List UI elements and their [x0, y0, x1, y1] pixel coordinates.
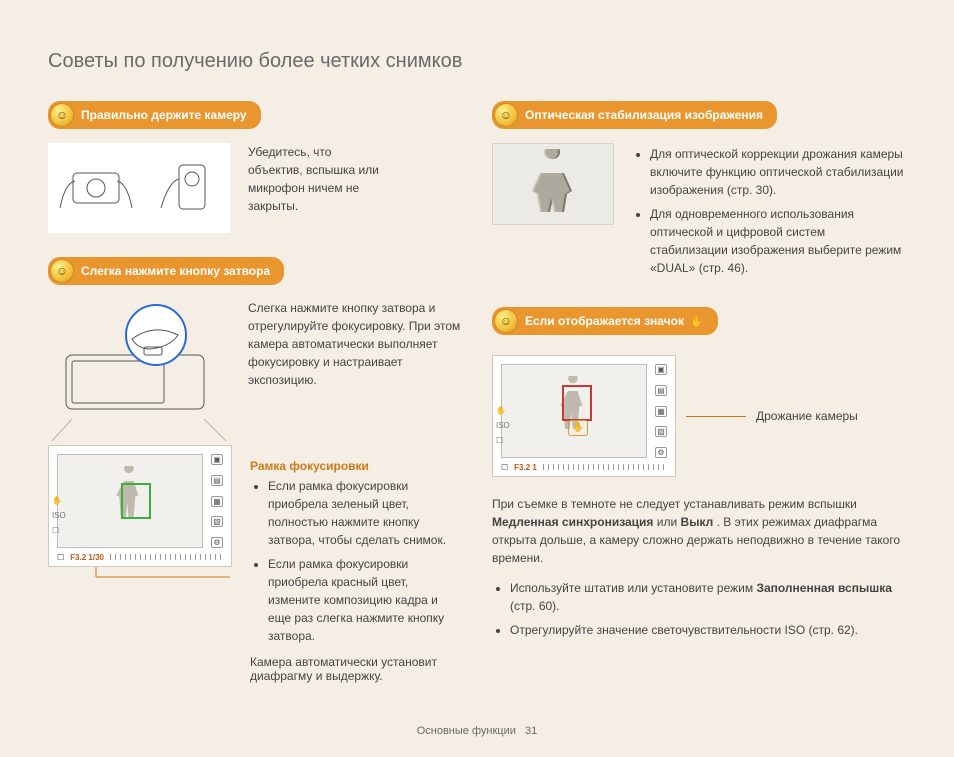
left-column: ☺ Правильно держите камеру	[48, 101, 462, 707]
side-icon: ▧	[211, 516, 223, 527]
focus-frame-red	[562, 385, 592, 421]
dark-bullets: Используйте штатив или установите режим …	[492, 579, 906, 639]
illustration-half-press	[48, 299, 230, 419]
blurred-person-icon	[518, 149, 588, 219]
side-icon: ⚙	[655, 447, 666, 458]
shake-screen-row: ✋ ▣ ▤ ▦ ▧ ⚙ ✋ ISO ☐	[492, 355, 906, 477]
pill-ois-label: Оптическая стабилизация изображения	[525, 108, 763, 122]
ois-bullet-1: Для оптической коррекции дрожания камеры…	[650, 145, 906, 199]
left-icon: ISO	[52, 511, 66, 520]
auto-aperture-note: Камера автоматически установит диафрагму…	[250, 655, 462, 683]
bottom-bar: ☐ F3.2 1/30	[57, 551, 223, 563]
page-title: Советы по получению более четких снимков	[48, 50, 906, 73]
half-press-text: Слегка нажмите кнопку затвора и отрегули…	[248, 299, 462, 389]
left-icon: ✋	[496, 406, 510, 415]
ois-bullet-2: Для одновременного использования оптичес…	[650, 205, 906, 277]
shake-indicator-icon: ✋	[568, 420, 588, 436]
pill-hold-label: Правильно держите камеру	[81, 108, 247, 122]
ois-row: Для оптической коррекции дрожания камеры…	[492, 143, 906, 283]
side-icon: ▣	[655, 364, 667, 375]
left-icons: ✋ ISO ☐	[496, 406, 510, 445]
left-icon: ☐	[52, 526, 66, 535]
side-icon: ▧	[655, 426, 667, 437]
hand-shake-icon: ✋	[690, 315, 704, 328]
screen-mock-shake: ✋ ▣ ▤ ▦ ▧ ⚙ ✋ ISO ☐	[492, 355, 676, 477]
side-icon: ▦	[655, 406, 667, 417]
two-column-layout: ☺ Правильно держите камеру	[48, 101, 906, 707]
para-pre: При съемке в темноте не следует устанавл…	[492, 497, 857, 511]
pill-hold-camera: ☺ Правильно держите камеру	[48, 101, 261, 129]
bullet-red: Если рамка фокусировки приобрела красный…	[268, 555, 462, 645]
smile-icon: ☺	[51, 104, 73, 126]
illustration-ois	[492, 143, 614, 225]
side-icons: ▣ ▤ ▦ ▧ ⚙	[207, 454, 227, 548]
pill-half-press-label: Слегка нажмите кнопку затвора	[81, 264, 270, 278]
bullet-green: Если рамка фокусировки приобрела зеленый…	[268, 477, 462, 549]
left-icon: ISO	[496, 421, 510, 430]
smile-icon: ☺	[51, 260, 73, 282]
hold-text: Убедитесь, что объектив, вспышка или мик…	[248, 143, 388, 215]
pill-if-shown-label: Если отображается значок	[525, 314, 684, 328]
screen-inner	[57, 454, 203, 548]
section-hold-camera: ☺ Правильно держите камеру	[48, 101, 462, 233]
b1-post: (стр. 60).	[510, 599, 560, 613]
illustration-hold-camera	[48, 143, 230, 233]
side-icon: ▤	[655, 385, 667, 396]
sketch-half-press-icon	[48, 299, 230, 419]
side-icons: ▣ ▤ ▦ ▧ ⚙	[651, 364, 671, 458]
bold-off: Выкл	[681, 515, 714, 529]
footer-page-number: 31	[525, 725, 537, 737]
para-mid: или	[657, 515, 681, 529]
focus-frame-bullets: Если рамка фокусировки приобрела зеленый…	[250, 477, 462, 645]
page-footer: Основные функции 31	[48, 725, 906, 737]
side-icon: ▤	[211, 475, 223, 486]
side-icon: ▣	[211, 454, 223, 465]
focus-frame-box	[121, 483, 151, 519]
bottom-bar: ☐ F3.2 1	[501, 461, 667, 473]
side-icon: ⚙	[211, 537, 222, 548]
bullet-iso: Отрегулируйте значение светочувствительн…	[510, 621, 906, 639]
exposure-ticks	[110, 554, 223, 560]
exposure-ticks	[543, 464, 667, 470]
pill-if-shown: ☺ Если отображается значок ✋	[492, 307, 718, 335]
right-column: ☺ Оптическая стабилизация изображения Дл…	[492, 101, 906, 707]
ois-bullets: Для оптической коррекции дрожания камеры…	[632, 145, 906, 283]
smile-icon: ☺	[495, 104, 517, 126]
half-press-row: Слегка нажмите кнопку затвора и отрегули…	[48, 299, 462, 419]
callout-leader-line	[686, 416, 746, 417]
section-ois: ☺ Оптическая стабилизация изображения Дл…	[492, 101, 906, 283]
side-icon: ▦	[211, 496, 223, 507]
focus-frame-row: ▣ ▤ ▦ ▧ ⚙ ✋ ISO ☐	[48, 445, 462, 683]
guide-lines-icon	[48, 419, 230, 441]
hold-row: Убедитесь, что объектив, вспышка или мик…	[48, 143, 462, 233]
section-if-shown: ☺ Если отображается значок ✋ ✋	[492, 307, 906, 639]
footer-label: Основные функции	[417, 725, 516, 737]
left-icon: ☐	[496, 436, 510, 445]
left-icon: ✋	[52, 496, 66, 505]
left-icons: ✋ ISO ☐	[52, 496, 66, 535]
screen-inner-shake: ✋	[501, 364, 647, 458]
dark-shooting-paragraph: При съемке в темноте не следует устанавл…	[492, 495, 906, 567]
section-half-press: ☺ Слегка нажмите кнопку затвора	[48, 257, 462, 683]
pill-half-press: ☺ Слегка нажмите кнопку затвора	[48, 257, 284, 285]
b1-bold: Заполненная вспышка	[756, 581, 891, 595]
pill-ois: ☺ Оптическая стабилизация изображения	[492, 101, 777, 129]
b1-pre: Используйте штатив или установите режим	[510, 581, 756, 595]
bullet-fill-flash: Используйте штатив или установите режим …	[510, 579, 906, 615]
focus-frame-heading: Рамка фокусировки	[250, 459, 462, 473]
shake-callout-label: Дрожание камеры	[756, 407, 858, 425]
bold-slow-sync: Медленная синхронизация	[492, 515, 653, 529]
sketch-vertical-hold-icon	[151, 153, 223, 223]
aperture-shutter-readout: F3.2 1/30	[70, 553, 104, 562]
sketch-front-hold-icon	[55, 153, 137, 223]
smile-icon: ☺	[495, 310, 517, 332]
callout-line-icon	[48, 567, 230, 581]
aperture-shutter-readout: F3.2 1	[514, 463, 537, 472]
page-root: Советы по получению более четких снимков…	[0, 0, 954, 757]
screen-mock-focus: ▣ ▤ ▦ ▧ ⚙ ✋ ISO ☐	[48, 445, 232, 567]
